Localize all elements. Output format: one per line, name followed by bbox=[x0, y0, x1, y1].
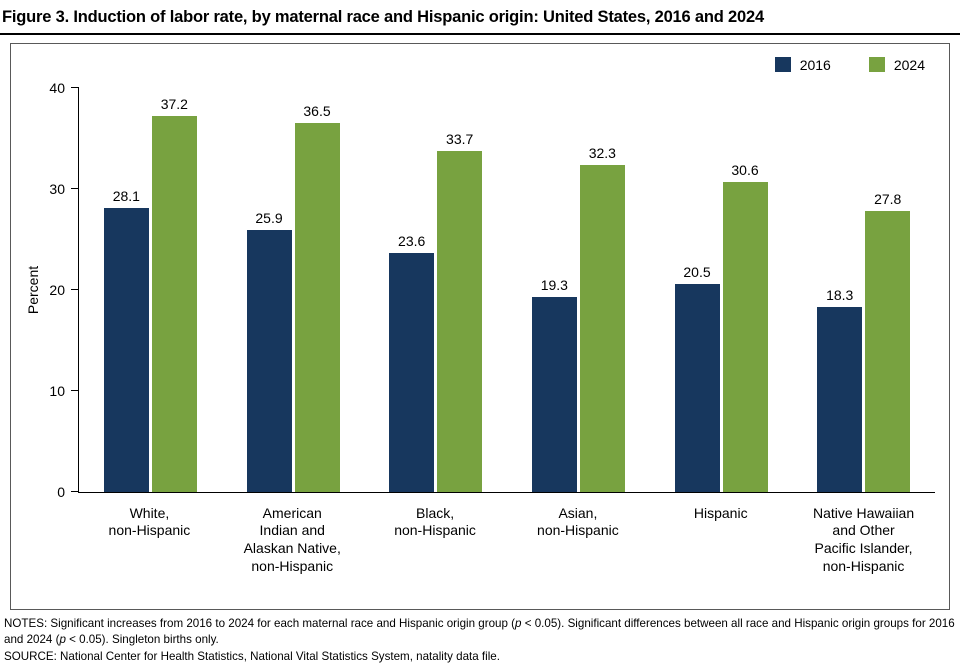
x-axis-category-label-american-indian-and-alaskan-native-non-hispanic: American Indian and Alaskan Native, non-… bbox=[243, 504, 341, 575]
bar-group-asian-non-hispanic: 19.3 32.3 bbox=[507, 88, 650, 492]
bar-group-american-indian-and-alaskan-native-non-hispanic: 25.9 36.5 bbox=[222, 88, 365, 492]
bar-value-label: 20.5 bbox=[683, 264, 711, 281]
bar-2016-american-indian-and-alaskan-native-non-hispanic: 25.9 bbox=[246, 210, 292, 492]
legend-label-2024: 2024 bbox=[893, 56, 925, 73]
x-axis-category-label-native-hawaiian-and-other-pacific-islander-non-hispanic: Native Hawaiian and Other Pacific Island… bbox=[812, 504, 915, 575]
title-divider bbox=[0, 33, 960, 35]
source-text: SOURCE: National Center for Health Stati… bbox=[4, 650, 500, 664]
figure-title: Figure 3. Induction of labor rate, by ma… bbox=[2, 8, 764, 26]
bar-value-label: 33.7 bbox=[446, 131, 474, 148]
bar-value-label: 36.5 bbox=[303, 102, 331, 119]
notes-italic-p: p bbox=[515, 616, 522, 630]
y-tick-mark bbox=[71, 87, 79, 88]
x-axis-labels: White, non-Hispanic American Indian and A… bbox=[78, 505, 935, 577]
bar-2016-hispanic: 20.5 bbox=[674, 264, 720, 492]
bar-group-native-hawaiian-and-other-pacific-islander-non-hispanic: 18.3 27.8 bbox=[792, 88, 935, 492]
bar-value-label: 23.6 bbox=[398, 233, 426, 250]
bar-value-label: 25.9 bbox=[255, 209, 283, 226]
notes-segment: NOTES: Significant increases from 2016 t… bbox=[4, 616, 516, 630]
y-tick-label: 0 bbox=[57, 483, 65, 500]
figure-frame: 2016 2024 Percent 0 10 20 30 40 28.1 37.2 25.9… bbox=[10, 42, 950, 610]
legend: 2016 2024 bbox=[774, 56, 925, 73]
x-axis-category-label-asian-non-hispanic: Asian, non-Hispanic bbox=[537, 504, 619, 539]
bar-value-label: 30.6 bbox=[731, 162, 759, 179]
bar-value-label: 18.3 bbox=[826, 286, 854, 303]
bar-groups: 28.1 37.2 25.9 36.5 23.6 33.7 19.3 32.3 20.5 30.6… bbox=[79, 88, 935, 492]
bar-2024-black-non-hispanic: 33.7 bbox=[437, 131, 483, 492]
notes-segment: < 0.05). Singleton births only. bbox=[65, 633, 219, 647]
bar-2024-asian-non-hispanic: 32.3 bbox=[579, 145, 625, 492]
bar-value-label: 28.1 bbox=[112, 187, 140, 204]
legend-item-2024: 2024 bbox=[868, 56, 925, 73]
bar-2016-asian-non-hispanic: 19.3 bbox=[531, 277, 577, 492]
notes-italic-p: p bbox=[59, 633, 66, 647]
bar-value-label: 19.3 bbox=[540, 276, 568, 293]
y-tick-mark bbox=[71, 390, 79, 391]
bar-value-label: 32.3 bbox=[588, 145, 616, 162]
bar-2016-black-non-hispanic: 23.6 bbox=[389, 233, 435, 492]
y-tick-label: 20 bbox=[49, 281, 65, 298]
bar-value-label: 37.2 bbox=[160, 95, 188, 112]
y-tick-label: 10 bbox=[49, 382, 65, 399]
legend-label-2016: 2016 bbox=[799, 56, 831, 73]
y-tick-label: 40 bbox=[49, 79, 65, 96]
y-tick-mark bbox=[71, 289, 79, 290]
bar-group-black-non-hispanic: 23.6 33.7 bbox=[364, 88, 507, 492]
notes-text: NOTES: Significant increases from 2016 t… bbox=[4, 616, 956, 650]
legend-swatch-2016 bbox=[774, 57, 791, 72]
y-tick-mark bbox=[71, 491, 79, 492]
x-axis-category-label-black-non-hispanic: Black, non-Hispanic bbox=[394, 504, 476, 539]
bar-2024-native-hawaiian-and-other-pacific-islander-non-hispanic: 27.8 bbox=[865, 191, 911, 492]
y-tick-label: 30 bbox=[49, 180, 65, 197]
x-axis-category-label-hispanic: Hispanic bbox=[693, 504, 748, 521]
bar-group-hispanic: 20.5 30.6 bbox=[650, 88, 793, 492]
y-tick-mark bbox=[71, 188, 79, 189]
plot-area: Percent 0 10 20 30 40 28.1 37.2 25.9 36.5 23.6 33… bbox=[25, 80, 935, 500]
bar-2024-american-indian-and-alaskan-native-non-hispanic: 36.5 bbox=[294, 103, 340, 492]
legend-swatch-2024 bbox=[868, 57, 885, 72]
x-axis-category-label-white-non-hispanic: White, non-Hispanic bbox=[108, 504, 191, 539]
notes-segment: < 0.05). Significant differences between… bbox=[4, 616, 955, 647]
bar-2016-white-non-hispanic: 28.1 bbox=[103, 188, 149, 492]
bar-2024-hispanic: 30.6 bbox=[722, 162, 768, 492]
bar-group-white-non-hispanic: 28.1 37.2 bbox=[79, 88, 222, 492]
bar-2024-white-non-hispanic: 37.2 bbox=[151, 96, 197, 492]
bar-2016-native-hawaiian-and-other-pacific-islander-non-hispanic: 18.3 bbox=[817, 287, 863, 492]
legend-item-2016: 2016 bbox=[774, 56, 831, 73]
bar-value-label: 27.8 bbox=[874, 190, 902, 207]
